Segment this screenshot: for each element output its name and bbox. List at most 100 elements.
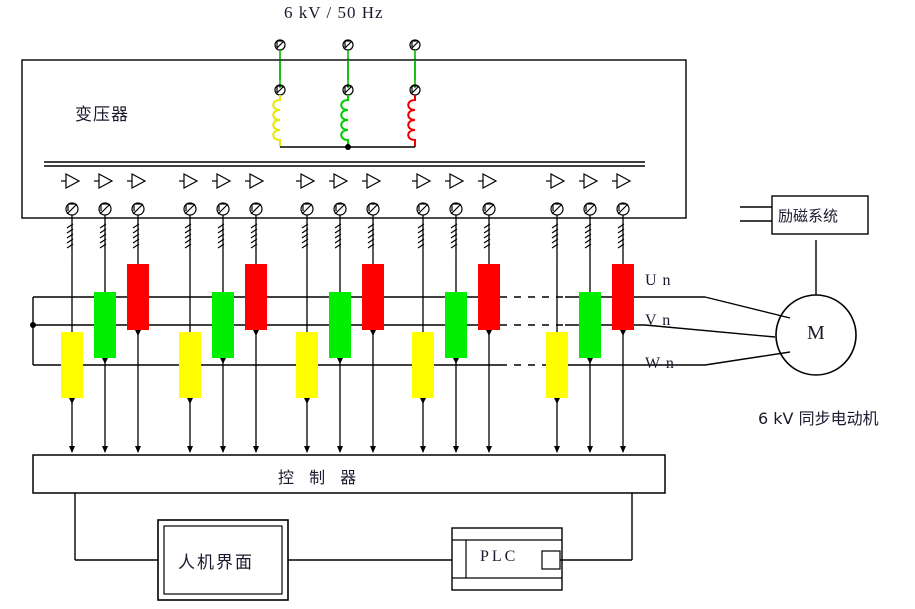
- busbar-tap-3-2: [329, 172, 349, 268]
- busbar-tap-groups: [61, 172, 632, 268]
- motor-feeders: [644, 296, 791, 366]
- cell-arrow-icon: [69, 398, 75, 404]
- fuse-hatch-icon: [617, 223, 625, 249]
- controller-input-arrow-icon: [554, 446, 560, 453]
- fuse-hatch-icon: [334, 223, 342, 249]
- plc-label: PLC: [480, 548, 519, 565]
- transformer-winding-green: [340, 95, 349, 147]
- terminal-icon-L2: [342, 39, 354, 51]
- motor-caption: 6 kV 同步电动机: [758, 409, 879, 428]
- cell-arrow-icon: [453, 358, 459, 364]
- controller-input-arrow-icon: [620, 446, 626, 453]
- busbar-tap-4-1: [412, 172, 432, 268]
- controller-input-arrow-icon: [220, 446, 226, 453]
- terminal-icon-L3: [409, 39, 421, 51]
- busbar-tap-3-3: [362, 172, 382, 268]
- fuse-hatch-icon: [551, 223, 559, 249]
- contactor-block-v[interactable]: [94, 292, 116, 358]
- fuse-hatch-icon: [417, 223, 425, 249]
- phase-label-u: U n: [645, 272, 672, 289]
- controller-input-arrow-icon: [69, 446, 75, 453]
- cell-column-3-w: [296, 268, 318, 453]
- contactor-block-w[interactable]: [546, 332, 568, 398]
- busbar-tap-4-2: [445, 172, 465, 268]
- cell-column-2-w: [179, 268, 201, 453]
- neutral-junction-dot: [345, 144, 351, 150]
- fuse-hatch-icon: [132, 223, 140, 249]
- busbar-tap-2-2: [212, 172, 232, 268]
- cell-arrow-icon: [587, 358, 593, 364]
- excitation-input-lines: [740, 206, 772, 222]
- bus-left-junction-dot: [30, 322, 36, 328]
- contactor-block-u[interactable]: [612, 264, 634, 330]
- contactor-block-w[interactable]: [179, 332, 201, 398]
- tap-triangle-icon: [131, 172, 147, 190]
- transformer-enclosure: [21, 59, 687, 219]
- contactor-block-v[interactable]: [329, 292, 351, 358]
- tap-triangle-icon: [300, 172, 316, 190]
- contactor-block-w[interactable]: [61, 332, 83, 398]
- plc-box[interactable]: [451, 527, 563, 591]
- transformer-winding-red: [407, 95, 416, 147]
- plc-terminal-port[interactable]: [541, 550, 561, 570]
- tap-triangle-icon: [249, 172, 265, 190]
- controller-label: 控 制 器: [278, 468, 362, 487]
- phase-label-w: W n: [645, 355, 675, 372]
- cell-column-5-v: [579, 268, 601, 453]
- winding-terminal-icon-2: [342, 84, 354, 96]
- cell-arrow-icon: [102, 358, 108, 364]
- fuse-hatch-icon: [250, 223, 258, 249]
- controller-box[interactable]: [32, 454, 666, 494]
- busbar-tap-5-1: [546, 172, 566, 268]
- cell-column-2-u: [245, 264, 267, 453]
- controller-input-arrow-icon: [370, 446, 376, 453]
- fuse-hatch-icon: [450, 223, 458, 249]
- contactor-block-u[interactable]: [245, 264, 267, 330]
- excitation-system-box[interactable]: [771, 195, 869, 235]
- busbar-tap-1-1: [61, 172, 81, 268]
- transformer-winding-yellow: [272, 95, 281, 147]
- source-terminals: [274, 39, 421, 51]
- controller-input-arrow-icon: [253, 446, 259, 453]
- tap-triangle-icon: [333, 172, 349, 190]
- contactor-block-u[interactable]: [127, 264, 149, 330]
- tap-triangle-icon: [449, 172, 465, 190]
- controller-input-arrow-icon: [486, 446, 492, 453]
- fuse-hatch-icon: [301, 223, 309, 249]
- controller-input-arrow-icon: [587, 446, 593, 453]
- busbar-tap-4-3: [478, 172, 498, 268]
- contactor-block-w[interactable]: [296, 332, 318, 398]
- tap-triangle-icon: [366, 172, 382, 190]
- cell-arrow-icon: [370, 330, 376, 336]
- hmi-label: 人机界面: [178, 553, 254, 573]
- cell-arrow-icon: [220, 358, 226, 364]
- cell-arrow-icon: [187, 398, 193, 404]
- cell-arrow-icon: [486, 330, 492, 336]
- controller-input-arrow-icon: [420, 446, 426, 453]
- contactor-block-w[interactable]: [412, 332, 434, 398]
- contactor-block-u[interactable]: [362, 264, 384, 330]
- motor-symbol-label: M: [807, 322, 825, 344]
- cell-arrow-icon: [253, 330, 259, 336]
- tap-triangle-icon: [583, 172, 599, 190]
- cell-column-2-v: [212, 268, 234, 453]
- fuse-hatch-icon: [483, 223, 491, 249]
- cell-arrow-icon: [304, 398, 310, 404]
- tap-triangle-icon: [98, 172, 114, 190]
- cell-column-4-u: [478, 264, 500, 453]
- busbar-tap-1-2: [94, 172, 114, 268]
- terminal-icon-L1: [274, 39, 286, 51]
- cell-column-1-u: [127, 264, 149, 453]
- tap-triangle-icon: [216, 172, 232, 190]
- excitation-system-label: 励磁系统: [778, 207, 839, 225]
- hmi-box[interactable]: [157, 519, 289, 601]
- winding-terminal-icon-3: [409, 84, 421, 96]
- controller-input-arrow-icon: [337, 446, 343, 453]
- contactor-block-v[interactable]: [212, 292, 234, 358]
- cell-column-3-v: [329, 268, 351, 453]
- contactor-block-u[interactable]: [478, 264, 500, 330]
- page-title: 6 kV / 50 Hz: [284, 3, 384, 22]
- contactor-block-v[interactable]: [445, 292, 467, 358]
- controller-input-arrow-icon: [187, 446, 193, 453]
- contactor-block-v[interactable]: [579, 292, 601, 358]
